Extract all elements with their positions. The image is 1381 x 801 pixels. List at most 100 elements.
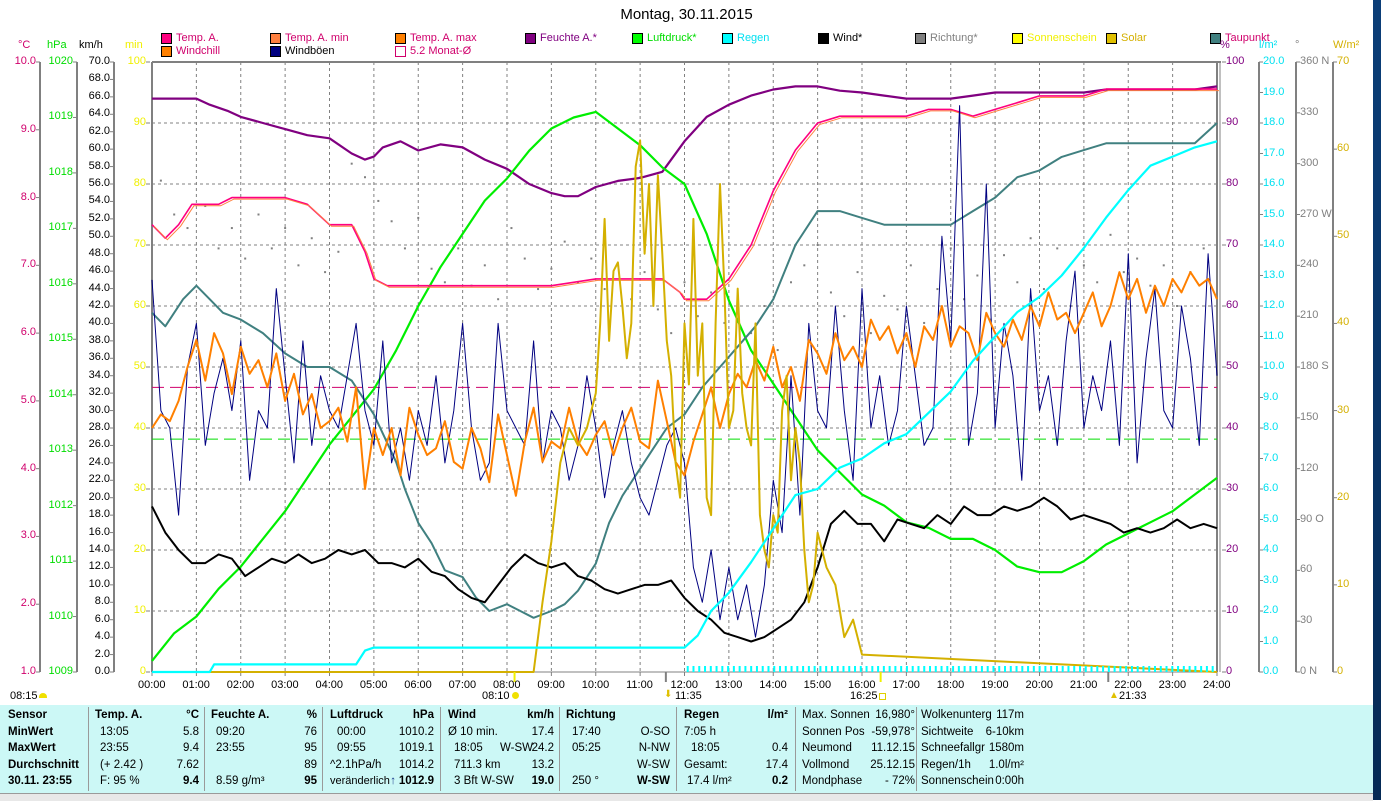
direction-dot — [1176, 305, 1179, 307]
temp-tick-label: 1.0 — [20, 665, 36, 677]
legend-label: Temp. A. — [176, 32, 219, 44]
humidity-max-time: 23:55 — [216, 742, 245, 754]
rain-tick — [1102, 666, 1105, 672]
sunrise-icon — [39, 693, 47, 698]
pressure-min-value: 1010.2 — [398, 725, 434, 738]
rain-tick — [1153, 666, 1156, 672]
arrow-up-icon: ↑ — [390, 775, 396, 787]
x-tick-label: 05:00 — [359, 679, 388, 691]
sensor-header: Sensor — [8, 709, 47, 721]
x-tick-label: 14:00 — [759, 679, 787, 691]
wind-tick-label: 6.0 — [94, 612, 110, 625]
direction-dot — [1016, 281, 1019, 284]
rain-tick — [709, 666, 712, 672]
direction-dot — [723, 321, 726, 324]
rain-tick — [819, 666, 822, 672]
rain-tick — [1171, 666, 1174, 672]
temp-axis-unit: °C — [18, 39, 31, 51]
pressure-current-value: 1012.9 — [398, 775, 434, 787]
rain-tick — [1119, 666, 1122, 672]
temp-avg-value: 7.62 — [176, 758, 199, 771]
rain-tick — [940, 666, 943, 672]
rain-tick-label: 15.0 — [1263, 207, 1285, 220]
temp-tick-label: 2.0 — [20, 597, 36, 610]
rain-tick — [807, 666, 810, 672]
solar-tick-label: 30 — [1337, 403, 1350, 416]
rain-tick — [692, 666, 695, 672]
direction-dot — [417, 216, 420, 219]
rain-tick — [732, 666, 735, 672]
direction-dot — [816, 244, 819, 246]
hum-tick-label: 90 — [1226, 116, 1239, 128]
rain-tick — [859, 666, 862, 672]
temp-max-time: 23:55 — [100, 742, 129, 754]
direction-dot — [257, 213, 260, 216]
direction-min-value: O-SO — [640, 725, 670, 738]
hum-axis-unit: % — [1220, 39, 1230, 51]
rain-tick — [992, 666, 995, 672]
wind-tick-label: 54.0 — [88, 194, 110, 207]
rain-tick — [1107, 666, 1110, 672]
direction-dot — [989, 318, 992, 321]
temp-min-value: 5.8 — [183, 725, 199, 738]
direction-header: Richtung — [566, 709, 616, 721]
rain-tick-label: 11.0 — [1263, 329, 1284, 342]
direction-dot — [1122, 271, 1125, 274]
humidity-avg-value: 89 — [304, 758, 317, 771]
rain-tick — [911, 666, 914, 672]
direction-dot — [869, 332, 872, 335]
rain-tick — [952, 666, 955, 672]
direction-dot — [656, 308, 659, 311]
rain-tick — [986, 666, 989, 672]
pressure-trend: ^2.1hPa/h — [330, 758, 382, 771]
direction-dot — [963, 298, 966, 301]
rain-tick — [1009, 666, 1012, 672]
direction-dot — [1003, 254, 1005, 257]
rain-tick — [998, 666, 1001, 672]
series-line-wind- — [151, 496, 1218, 643]
temp-tick-label: 3.0 — [20, 529, 36, 542]
series-line-windchill — [151, 271, 1218, 497]
hum-tick-label: 50 — [1226, 360, 1239, 372]
column-divider — [322, 707, 323, 791]
hum-tick-label: 0 — [1226, 665, 1233, 677]
rain-tick — [784, 666, 787, 672]
legend-label: Richtung* — [930, 32, 978, 44]
dir-axis-unit: ° — [1295, 39, 1300, 51]
rain-tick — [1032, 666, 1035, 672]
direction-dot — [244, 257, 247, 260]
direction-dot — [976, 274, 979, 277]
direction-dot — [590, 257, 593, 260]
wind-tick-label: 56.0 — [88, 177, 110, 189]
humidity-column: Feuchte A.% 09:20 76 23:55 95 89 8.59 g/m³… — [211, 707, 317, 792]
rain-header: Regen — [684, 709, 720, 721]
dir-tick-label: 30 — [1300, 614, 1313, 627]
wind-tick-label: 30.0 — [88, 403, 110, 416]
sun-pos-value: -59,978° — [871, 725, 915, 738]
status-bar — [0, 793, 1373, 801]
rain-tick — [1015, 666, 1018, 672]
rain-tick — [894, 666, 897, 672]
wind-tick-label: 32.0 — [88, 386, 110, 399]
sun-tick-label: 70 — [133, 238, 146, 250]
summary-table — [0, 705, 1373, 793]
legend-swatch — [161, 45, 172, 57]
series-line-feuchte-a- — [152, 85, 1218, 198]
rain-tick — [813, 666, 816, 672]
solar-tick-label: 20 — [1337, 490, 1350, 503]
wind-tick-label: 58.0 — [88, 159, 110, 172]
sun-tick-label: 60 — [133, 299, 146, 311]
chart-title: Montag, 30.11.2015 — [620, 6, 753, 23]
direction-dot — [284, 227, 287, 230]
wind-tick-label: 48.0 — [88, 246, 110, 259]
legend-label: 5.2 Monat-Ø — [410, 45, 472, 57]
rain-tick — [1073, 666, 1076, 672]
rain-tick — [1021, 666, 1024, 672]
direction-dot — [364, 176, 366, 179]
direction-dot — [297, 264, 300, 267]
direction-dot — [337, 250, 340, 253]
direction-dot — [550, 267, 553, 270]
solar-tick-label: 50 — [1337, 229, 1350, 242]
x-tick-label: 02:00 — [226, 679, 255, 691]
direction-dot — [403, 247, 406, 250]
